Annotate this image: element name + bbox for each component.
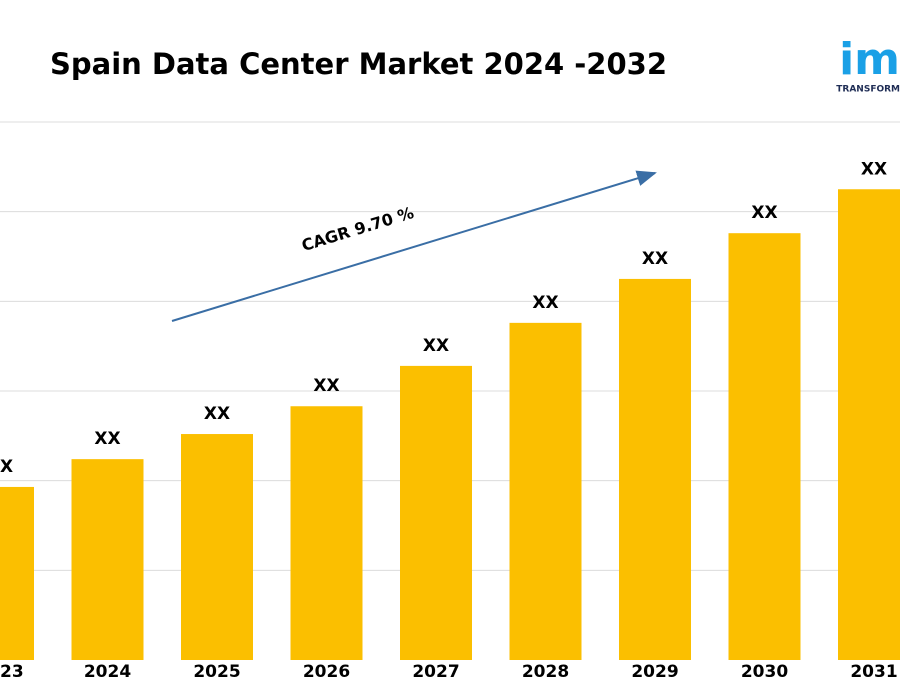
x-tick-label: 2029: [631, 662, 678, 682]
logo-tagline: TRANSFORM: [836, 85, 900, 95]
value-label: XX: [423, 336, 449, 356]
bar: [728, 233, 801, 661]
value-label: XX: [204, 404, 230, 424]
x-tick-label: 2026: [303, 662, 350, 682]
x-tick-label: 23: [0, 662, 24, 682]
x-tick-label: 2025: [193, 662, 240, 682]
value-label: X: [0, 457, 13, 477]
x-tick-label: 2031: [850, 662, 897, 682]
value-label: XX: [313, 376, 339, 396]
bar: [509, 322, 582, 660]
value-label: XX: [751, 203, 777, 223]
bar: [0, 486, 34, 660]
logo-mark: im: [839, 34, 900, 85]
bar: [838, 189, 900, 660]
x-tick-label: 2024: [84, 662, 131, 682]
value-label: XX: [94, 429, 120, 449]
value-label: XX: [642, 249, 668, 269]
trend-arrow: [171, 170, 657, 322]
bar: [619, 278, 691, 660]
bar: [400, 365, 472, 660]
bar: [181, 434, 253, 660]
chart-title: Spain Data Center Market 2024 -2032: [50, 47, 667, 81]
x-tick-label: 2030: [741, 662, 788, 682]
value-label: XX: [861, 159, 887, 179]
bar: [290, 406, 363, 660]
x-tick-label: 2027: [412, 662, 459, 682]
bars: X 23 XX 2024 XX 2025 XX 2026 XX 2027 XX 2028 XX 2029 X…: [0, 159, 900, 682]
x-tick-label: 2028: [522, 662, 569, 682]
value-label: XX: [532, 293, 558, 313]
bar: [71, 459, 144, 660]
